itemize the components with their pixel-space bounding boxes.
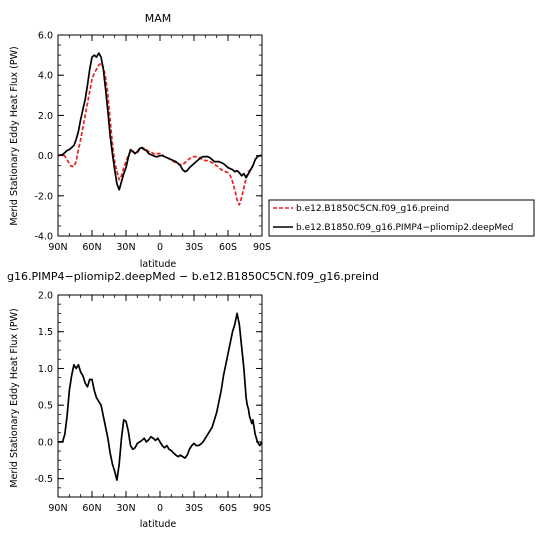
x-tick-label: 30N <box>116 503 135 514</box>
y-tick-label: 0.0 <box>38 151 53 162</box>
chart-title-bottom: g16.PIMP4−pliomip2.deepMed − b.e12.B1850… <box>7 270 379 283</box>
series-line-bottom-0 <box>58 312 263 481</box>
x-tick-label: 0 <box>157 503 163 514</box>
panel-bottom: g16.PIMP4−pliomip2.deepMed − b.e12.B1850… <box>7 270 379 530</box>
x-axis-label-top: latitude <box>140 259 177 270</box>
plot-frame-bottom <box>57 294 263 498</box>
plot-frame-top <box>57 34 263 237</box>
y-tick-label: 0.0 <box>38 437 53 448</box>
legend: b.e12.B1850C5CN.f09_g16.preind b.e12.B18… <box>268 199 535 237</box>
x-axis-label-bottom: latitude <box>140 519 177 530</box>
x-tick-label: 90N <box>48 242 67 253</box>
x-tick-label: 30S <box>185 503 203 514</box>
y-tick-label: -2.0 <box>34 191 53 202</box>
y-axis-label-top: Merid Stationary Eddy Heat Flux (PW) <box>9 46 20 225</box>
series-line-top-0 <box>57 62 262 206</box>
panel-top: MAM 90N 60N 30N 0 30S 60S 90S -4.0 -2.0 0.0 2.0 4.0… <box>9 12 271 270</box>
y-tick-label: 1.0 <box>38 364 53 375</box>
chart-title-top: MAM <box>145 12 172 25</box>
x-tick-label: 30S <box>185 242 203 253</box>
x-tick-label: 60N <box>82 242 101 253</box>
plot-area-bottom: 90N 60N 30N 0 30S 60S 90S -0.5 0.0 0.5 1.0 1.5 2.0 <box>34 291 271 515</box>
y-axis-label-bottom: Merid Stationary Eddy Heat Flux (PW) <box>9 308 20 487</box>
legend-box <box>268 199 535 237</box>
x-tick-label: 90S <box>253 242 271 253</box>
y-tick-label: 2.0 <box>38 291 53 302</box>
legend-label-preind: b.e12.B1850C5CN.f09_g16.preind <box>296 204 449 214</box>
x-tick-label: 0 <box>157 242 163 253</box>
x-tick-label: 90N <box>48 503 67 514</box>
y-tick-label: 0.5 <box>38 401 53 412</box>
series-line-top-1 <box>57 52 262 191</box>
x-tick-label: 90S <box>253 503 271 514</box>
x-tick-label: 60S <box>219 242 237 253</box>
x-tick-label: 60N <box>82 503 101 514</box>
y-tick-label: 1.5 <box>38 327 53 338</box>
y-tick-label: 6.0 <box>38 31 53 42</box>
y-tick-label: -4.0 <box>34 232 53 243</box>
y-tick-label: 2.0 <box>38 111 53 122</box>
legend-label-deepmed: b.e12.B1850.f09_g16.PIMP4−pliomip2.deepM… <box>296 223 513 233</box>
x-tick-label: 30N <box>116 242 135 253</box>
y-tick-label: 4.0 <box>38 71 53 82</box>
plot-area-top: 90N 60N 30N 0 30S 60S 90S -4.0 -2.0 0.0 2.0 4.0 6.0 <box>34 31 271 254</box>
y-tick-label: -0.5 <box>34 474 53 485</box>
x-tick-label: 60S <box>219 503 237 514</box>
